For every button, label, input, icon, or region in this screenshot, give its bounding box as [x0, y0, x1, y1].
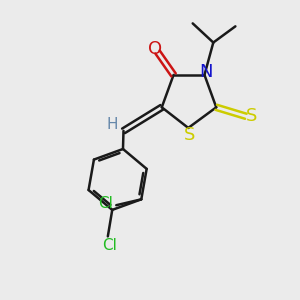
Text: N: N	[199, 63, 213, 81]
Text: S: S	[246, 107, 257, 125]
Text: Cl: Cl	[98, 196, 112, 211]
Text: Cl: Cl	[102, 238, 117, 253]
Text: O: O	[148, 40, 162, 58]
Text: S: S	[184, 126, 195, 144]
Text: H: H	[106, 118, 118, 133]
